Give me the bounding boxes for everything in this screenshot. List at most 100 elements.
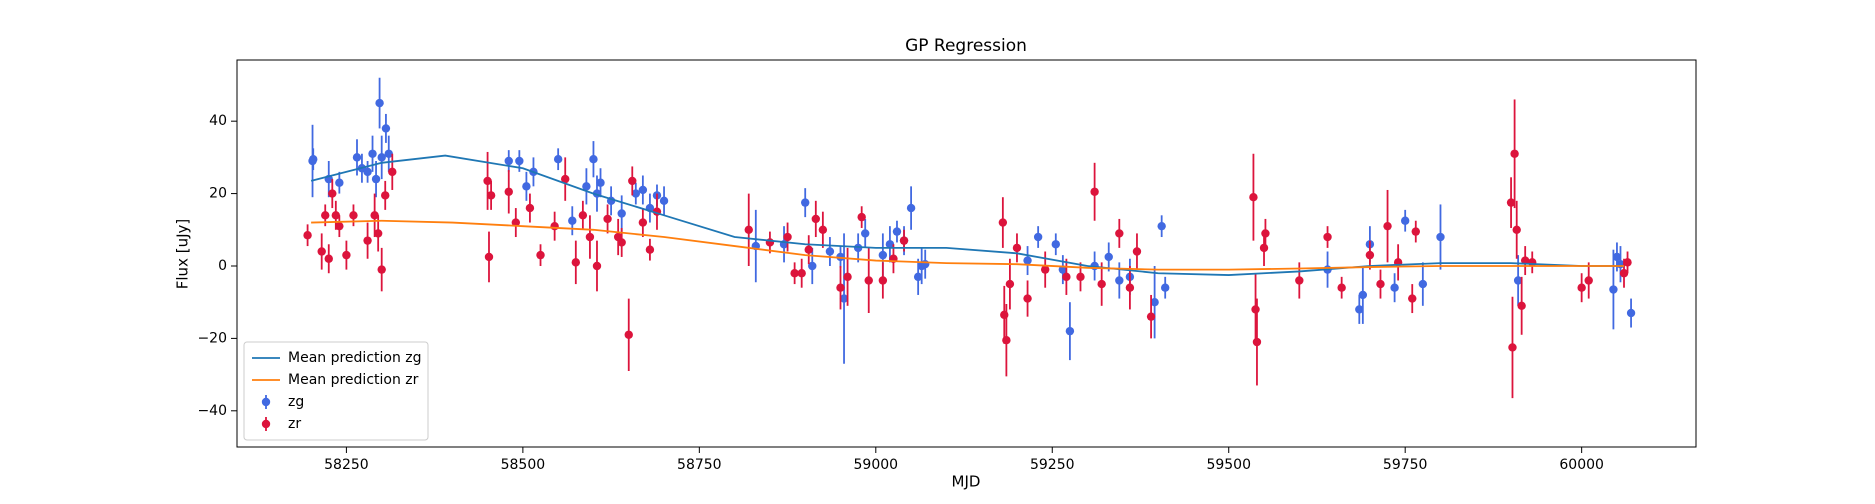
error-point xyxy=(371,161,381,198)
point xyxy=(592,261,602,271)
error-point xyxy=(878,262,888,299)
point xyxy=(377,153,386,162)
point xyxy=(1160,283,1170,292)
error-point xyxy=(381,113,391,143)
point xyxy=(1623,258,1632,267)
point xyxy=(303,231,312,240)
point xyxy=(582,182,591,191)
point xyxy=(585,232,595,242)
error-point xyxy=(363,161,372,183)
point xyxy=(1619,269,1629,278)
error-point xyxy=(853,233,863,263)
error-point xyxy=(317,233,326,270)
error-point xyxy=(1132,233,1142,270)
error-point xyxy=(1510,99,1519,209)
point xyxy=(899,236,909,245)
point xyxy=(1517,301,1526,311)
point xyxy=(328,189,337,198)
point xyxy=(1125,283,1135,292)
point xyxy=(536,250,545,260)
x-tick-label: 58250 xyxy=(324,457,369,473)
point xyxy=(1090,187,1099,196)
error-point xyxy=(818,211,828,248)
point xyxy=(1150,297,1159,307)
point xyxy=(913,272,923,282)
point xyxy=(571,258,581,267)
error-point xyxy=(1365,240,1375,270)
error-point xyxy=(381,180,390,210)
error-point xyxy=(1609,249,1618,330)
error-point xyxy=(797,258,806,288)
point xyxy=(878,276,888,285)
point xyxy=(998,218,1008,227)
error-point xyxy=(801,188,810,218)
point xyxy=(1577,283,1586,292)
point xyxy=(857,212,866,222)
axes-frame xyxy=(236,59,1697,448)
point xyxy=(377,265,386,274)
point xyxy=(853,243,863,253)
point xyxy=(568,216,577,225)
point xyxy=(321,211,330,220)
error-point xyxy=(1249,153,1258,241)
error-point xyxy=(744,193,753,266)
error-point xyxy=(1033,226,1043,248)
point xyxy=(878,250,888,260)
point xyxy=(483,176,492,186)
point xyxy=(1041,265,1050,274)
point xyxy=(324,254,333,263)
error-point xyxy=(1160,276,1170,299)
error-point xyxy=(324,244,333,274)
prediction-line xyxy=(310,154,1624,276)
error-point xyxy=(1584,262,1593,299)
error-point xyxy=(790,262,799,285)
error-point xyxy=(1115,218,1124,248)
point xyxy=(1002,336,1011,345)
legend-label: Mean prediction zg xyxy=(288,350,422,366)
error-point xyxy=(603,204,612,234)
error-point xyxy=(522,171,531,201)
point xyxy=(861,229,870,238)
error-point xyxy=(1012,233,1022,263)
point xyxy=(645,245,655,254)
error-point xyxy=(1626,298,1636,328)
y-tick-label: 20 xyxy=(209,186,227,202)
error-point xyxy=(998,197,1008,248)
prediction-line xyxy=(311,219,1624,271)
point xyxy=(1097,279,1106,289)
x-tick-label: 59000 xyxy=(854,457,899,473)
point xyxy=(331,211,341,220)
y-tick-label: 0 xyxy=(218,258,227,274)
error-point xyxy=(1097,262,1106,306)
point xyxy=(811,214,821,224)
point xyxy=(1376,279,1385,289)
error-point xyxy=(783,222,792,252)
error-point xyxy=(825,237,835,266)
point xyxy=(1512,225,1521,234)
point xyxy=(1261,229,1270,238)
error-point xyxy=(1376,269,1385,299)
point xyxy=(1259,243,1269,253)
error-point xyxy=(578,200,588,230)
error-point xyxy=(377,135,386,180)
point xyxy=(638,218,648,227)
error-point xyxy=(906,186,916,230)
point xyxy=(790,269,799,278)
point xyxy=(596,178,605,187)
point xyxy=(808,261,817,271)
legend-point xyxy=(261,419,271,429)
error-point xyxy=(1146,294,1156,339)
point xyxy=(1062,272,1071,282)
point xyxy=(515,156,524,166)
error-point xyxy=(1251,273,1260,346)
point xyxy=(1609,285,1618,294)
point xyxy=(921,259,930,269)
point xyxy=(1626,308,1636,318)
point xyxy=(1612,252,1622,262)
error-point xyxy=(484,231,494,283)
point xyxy=(1355,305,1364,314)
point xyxy=(1510,149,1519,158)
error-point xyxy=(631,182,641,205)
legend-label: zg xyxy=(288,394,304,410)
point xyxy=(1337,283,1346,292)
